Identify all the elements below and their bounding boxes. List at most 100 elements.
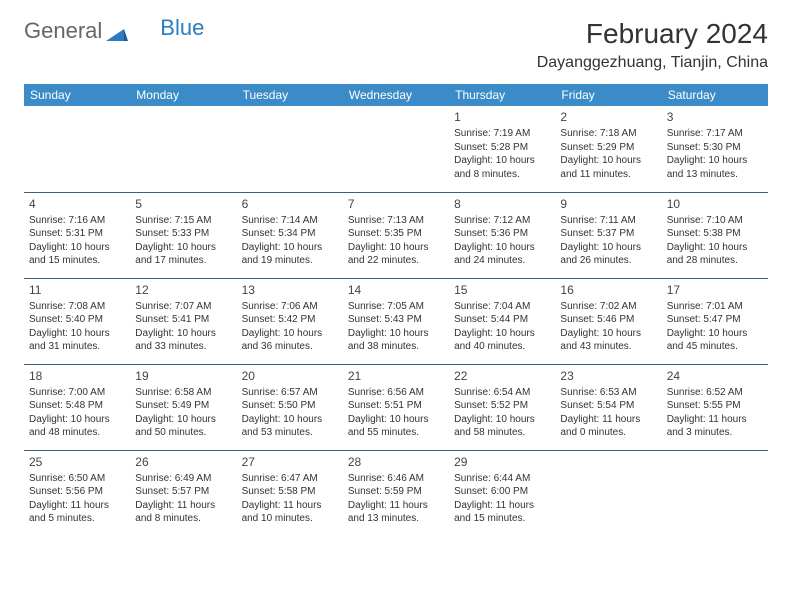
day-info: Sunrise: 6:50 AMSunset: 5:56 PMDaylight:…: [29, 472, 125, 526]
brand-part2: Blue: [160, 15, 204, 41]
day-number: 23: [560, 368, 656, 384]
day-number: 22: [454, 368, 550, 384]
day-info: Sunrise: 7:13 AMSunset: 5:35 PMDaylight:…: [348, 214, 444, 268]
brand-part1: General: [24, 18, 102, 44]
day-info: Sunrise: 6:53 AMSunset: 5:54 PMDaylight:…: [560, 386, 656, 440]
day-cell: 22Sunrise: 6:54 AMSunset: 5:52 PMDayligh…: [449, 364, 555, 450]
brand-triangle-icon: [106, 23, 128, 39]
day-info: Sunrise: 7:11 AMSunset: 5:37 PMDaylight:…: [560, 214, 656, 268]
empty-cell: [24, 106, 130, 192]
day-number: 4: [29, 196, 125, 212]
day-cell: 14 Sunrise: 7:05 AMSunset: 5:43 PMDayligh…: [343, 278, 449, 364]
day-number: 28: [348, 454, 444, 470]
day-header-friday: Friday: [555, 84, 661, 106]
day-info: Sunrise: 6:47 AMSunset: 5:58 PMDaylight:…: [242, 472, 338, 526]
day-number: 26: [135, 454, 231, 470]
day-info: Sunrise: 6:58 AMSunset: 5:49 PMDaylight:…: [135, 386, 231, 440]
day-cell: 26 Sunrise: 6:49 AMSunset: 5:57 PMDayligh…: [130, 450, 236, 536]
day-number: 29: [454, 454, 550, 470]
day-info: Sunrise: 6:44 AMSunset: 6:00 PMDaylight:…: [454, 472, 550, 526]
day-info: Sunrise: 7:06 AMSunset: 5:42 PMDaylight:…: [242, 300, 338, 354]
header: General Blue February 2024 Dayanggezhuan…: [24, 18, 768, 72]
week-row: 18 Sunrise: 7:00 AMSunset: 5:48 PMDayligh…: [24, 364, 768, 450]
day-cell: 23 Sunrise: 6:53 AMSunset: 5:54 PMDayligh…: [555, 364, 661, 450]
day-cell: 4 Sunrise: 7:16 AMSunset: 5:31 PMDaylight…: [24, 192, 130, 278]
day-info: Sunrise: 7:00 AMSunset: 5:48 PMDaylight:…: [29, 386, 125, 440]
day-cell: 3 Sunrise: 7:17 AMSunset: 5:30 PMDaylight…: [662, 106, 768, 192]
month-title: February 2024: [537, 18, 768, 50]
day-info: Sunrise: 7:18 AMSunset: 5:29 PMDaylight:…: [560, 127, 656, 181]
day-number: 9: [560, 196, 656, 212]
day-info: Sunrise: 7:16 AMSunset: 5:31 PMDaylight:…: [29, 214, 125, 268]
day-number: 24: [667, 368, 763, 384]
day-number: 18: [29, 368, 125, 384]
calendar-body: 1Sunrise: 7:19 AMSunset: 5:28 PMDaylight…: [24, 106, 768, 536]
day-number: 12: [135, 282, 231, 298]
week-row: 25Sunrise: 6:50 AMSunset: 5:56 PMDayligh…: [24, 450, 768, 536]
day-number: 17: [667, 282, 763, 298]
day-header-saturday: Saturday: [662, 84, 768, 106]
day-info: Sunrise: 6:57 AMSunset: 5:50 PMDaylight:…: [242, 386, 338, 440]
day-info: Sunrise: 7:08 AMSunset: 5:40 PMDaylight:…: [29, 300, 125, 354]
day-cell: 18 Sunrise: 7:00 AMSunset: 5:48 PMDayligh…: [24, 364, 130, 450]
day-cell: 6Sunrise: 7:14 AMSunset: 5:34 PMDaylight…: [237, 192, 343, 278]
day-number: 8: [454, 196, 550, 212]
day-number: 3: [667, 109, 763, 125]
empty-cell: [662, 450, 768, 536]
day-info: Sunrise: 7:07 AMSunset: 5:41 PMDaylight:…: [135, 300, 231, 354]
day-cell: 20 Sunrise: 6:57 AMSunset: 5:50 PMDayligh…: [237, 364, 343, 450]
day-cell: 25Sunrise: 6:50 AMSunset: 5:56 PMDayligh…: [24, 450, 130, 536]
day-number: 2: [560, 109, 656, 125]
day-number: 5: [135, 196, 231, 212]
day-cell: 21Sunrise: 6:56 AMSunset: 5:51 PMDayligh…: [343, 364, 449, 450]
day-cell: 2 Sunrise: 7:18 AMSunset: 5:29 PMDaylight…: [555, 106, 661, 192]
calendar-table: SundayMondayTuesdayWednesdayThursdayFrid…: [24, 84, 768, 536]
day-cell: 12 Sunrise: 7:07 AMSunset: 5:41 PMDayligh…: [130, 278, 236, 364]
day-number: 14: [348, 282, 444, 298]
day-cell: 17 Sunrise: 7:01 AMSunset: 5:47 PMDayligh…: [662, 278, 768, 364]
day-number: 16: [560, 282, 656, 298]
day-info: Sunrise: 7:19 AMSunset: 5:28 PMDaylight:…: [454, 127, 550, 181]
day-cell: 27 Sunrise: 6:47 AMSunset: 5:58 PMDayligh…: [237, 450, 343, 536]
day-header-thursday: Thursday: [449, 84, 555, 106]
day-info: Sunrise: 7:17 AMSunset: 5:30 PMDaylight:…: [667, 127, 763, 181]
brand-logo: General Blue: [24, 18, 204, 44]
day-cell: 15 Sunrise: 7:04 AMSunset: 5:44 PMDayligh…: [449, 278, 555, 364]
day-info: Sunrise: 7:10 AMSunset: 5:38 PMDaylight:…: [667, 214, 763, 268]
week-row: 11 Sunrise: 7:08 AMSunset: 5:40 PMDayligh…: [24, 278, 768, 364]
day-header-monday: Monday: [130, 84, 236, 106]
day-cell: 7 Sunrise: 7:13 AMSunset: 5:35 PMDaylight…: [343, 192, 449, 278]
day-cell: 1Sunrise: 7:19 AMSunset: 5:28 PMDaylight…: [449, 106, 555, 192]
day-header-sunday: Sunday: [24, 84, 130, 106]
day-number: 13: [242, 282, 338, 298]
day-info: Sunrise: 7:05 AMSunset: 5:43 PMDaylight:…: [348, 300, 444, 354]
day-number: 20: [242, 368, 338, 384]
day-info: Sunrise: 7:12 AMSunset: 5:36 PMDaylight:…: [454, 214, 550, 268]
day-number: 7: [348, 196, 444, 212]
location: Dayanggezhuang, Tianjin, China: [537, 54, 768, 72]
day-cell: 28 Sunrise: 6:46 AMSunset: 5:59 PMDayligh…: [343, 450, 449, 536]
day-info: Sunrise: 7:01 AMSunset: 5:47 PMDaylight:…: [667, 300, 763, 354]
day-cell: 8 Sunrise: 7:12 AMSunset: 5:36 PMDaylight…: [449, 192, 555, 278]
day-cell: 19 Sunrise: 6:58 AMSunset: 5:49 PMDayligh…: [130, 364, 236, 450]
day-info: Sunrise: 7:15 AMSunset: 5:33 PMDaylight:…: [135, 214, 231, 268]
day-info: Sunrise: 6:56 AMSunset: 5:51 PMDaylight:…: [348, 386, 444, 440]
day-cell: 24 Sunrise: 6:52 AMSunset: 5:55 PMDayligh…: [662, 364, 768, 450]
empty-cell: [237, 106, 343, 192]
day-number: 15: [454, 282, 550, 298]
day-info: Sunrise: 6:46 AMSunset: 5:59 PMDaylight:…: [348, 472, 444, 526]
day-header-tuesday: Tuesday: [237, 84, 343, 106]
day-info: Sunrise: 7:14 AMSunset: 5:34 PMDaylight:…: [242, 214, 338, 268]
calendar-page: General Blue February 2024 Dayanggezhuan…: [0, 0, 792, 554]
day-number: 19: [135, 368, 231, 384]
week-row: 4 Sunrise: 7:16 AMSunset: 5:31 PMDaylight…: [24, 192, 768, 278]
day-info: Sunrise: 6:52 AMSunset: 5:55 PMDaylight:…: [667, 386, 763, 440]
day-cell: 29 Sunrise: 6:44 AMSunset: 6:00 PMDayligh…: [449, 450, 555, 536]
day-number: 27: [242, 454, 338, 470]
day-info: Sunrise: 7:02 AMSunset: 5:46 PMDaylight:…: [560, 300, 656, 354]
day-number: 11: [29, 282, 125, 298]
day-info: Sunrise: 7:04 AMSunset: 5:44 PMDaylight:…: [454, 300, 550, 354]
day-cell: 11 Sunrise: 7:08 AMSunset: 5:40 PMDayligh…: [24, 278, 130, 364]
title-block: February 2024 Dayanggezhuang, Tianjin, C…: [537, 18, 768, 72]
day-info: Sunrise: 6:49 AMSunset: 5:57 PMDaylight:…: [135, 472, 231, 526]
